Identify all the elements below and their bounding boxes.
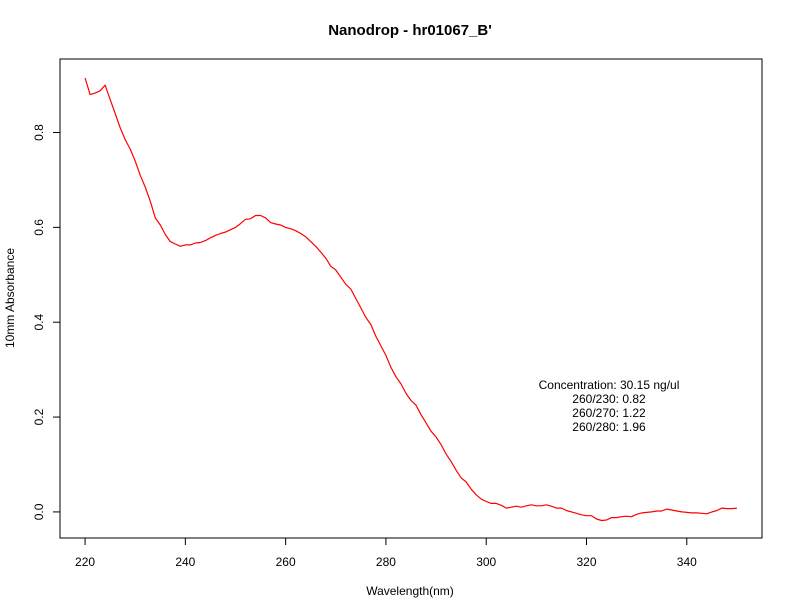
- y-tick-label: 0.6: [32, 219, 46, 236]
- y-tick-label: 0.0: [32, 503, 46, 520]
- y-tick-label: 0.4: [32, 314, 46, 331]
- y-axis-label: 10mm Absorbance: [3, 248, 17, 348]
- x-tick-label: 240: [175, 555, 195, 569]
- ratio-260-230-text: 260/230: 0.82: [572, 392, 646, 406]
- absorbance-series-line: [84, 77, 737, 522]
- x-tick-label: 220: [75, 555, 95, 569]
- x-tick-label: 260: [276, 555, 296, 569]
- y-axis: 0.0 0.2 0.4 0.6 0.8: [32, 124, 60, 520]
- concentration-text: Concentration: 30.15 ng/ul: [539, 378, 680, 392]
- x-axis: 220 240 260 280 300 320 340: [75, 538, 697, 569]
- x-axis-label: Wavelength(nm): [366, 584, 454, 598]
- x-tick-label: 280: [376, 555, 396, 569]
- x-tick-label: 300: [476, 555, 496, 569]
- plot-frame: [59, 58, 763, 539]
- stats-annotation: Concentration: 30.15 ng/ul 260/230: 0.82…: [539, 378, 680, 434]
- chart-title: Nanodrop - hr01067_B': [328, 22, 492, 39]
- x-tick-label: 340: [677, 555, 697, 569]
- ratio-260-280-text: 260/280: 1.96: [572, 420, 646, 434]
- y-tick-label: 0.2: [32, 408, 46, 425]
- y-tick-label: 0.8: [32, 124, 46, 141]
- ratio-260-270-text: 260/270: 1.22: [572, 406, 646, 420]
- x-tick-label: 320: [576, 555, 596, 569]
